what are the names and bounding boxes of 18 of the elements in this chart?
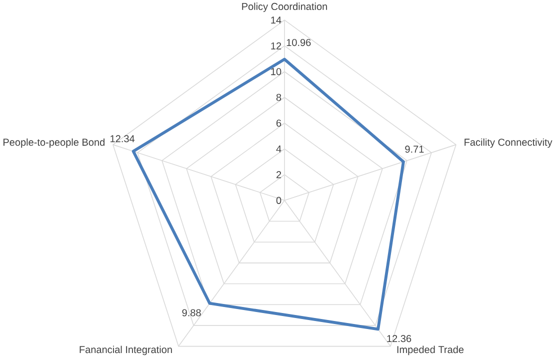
data-label: 12.34 [110,135,135,142]
data-label: 9.71 [405,146,424,153]
data-label: 10.96 [286,39,311,46]
spoke-label: Policy Coordination [242,2,327,12]
y-tick-label: 6 [276,120,282,127]
data-label: 12.36 [387,335,412,342]
y-tick-label: 10 [271,68,282,76]
y-tick-label: 14 [271,16,282,24]
spoke-label: Impeded Trade [397,346,464,356]
y-tick-label: 2 [276,171,282,178]
spoke-label: Fanancial Integration [80,346,172,356]
y-tick-label: 4 [276,146,282,152]
y-tick-label: 8 [276,94,282,102]
y-tick-label: 12 [271,42,282,50]
spoke-label: Facility Connectivity [464,138,552,148]
y-tick-label: 0 [276,196,282,204]
spoke-label: People-to-people Bond [4,138,104,148]
data-label: 9.88 [182,309,201,316]
